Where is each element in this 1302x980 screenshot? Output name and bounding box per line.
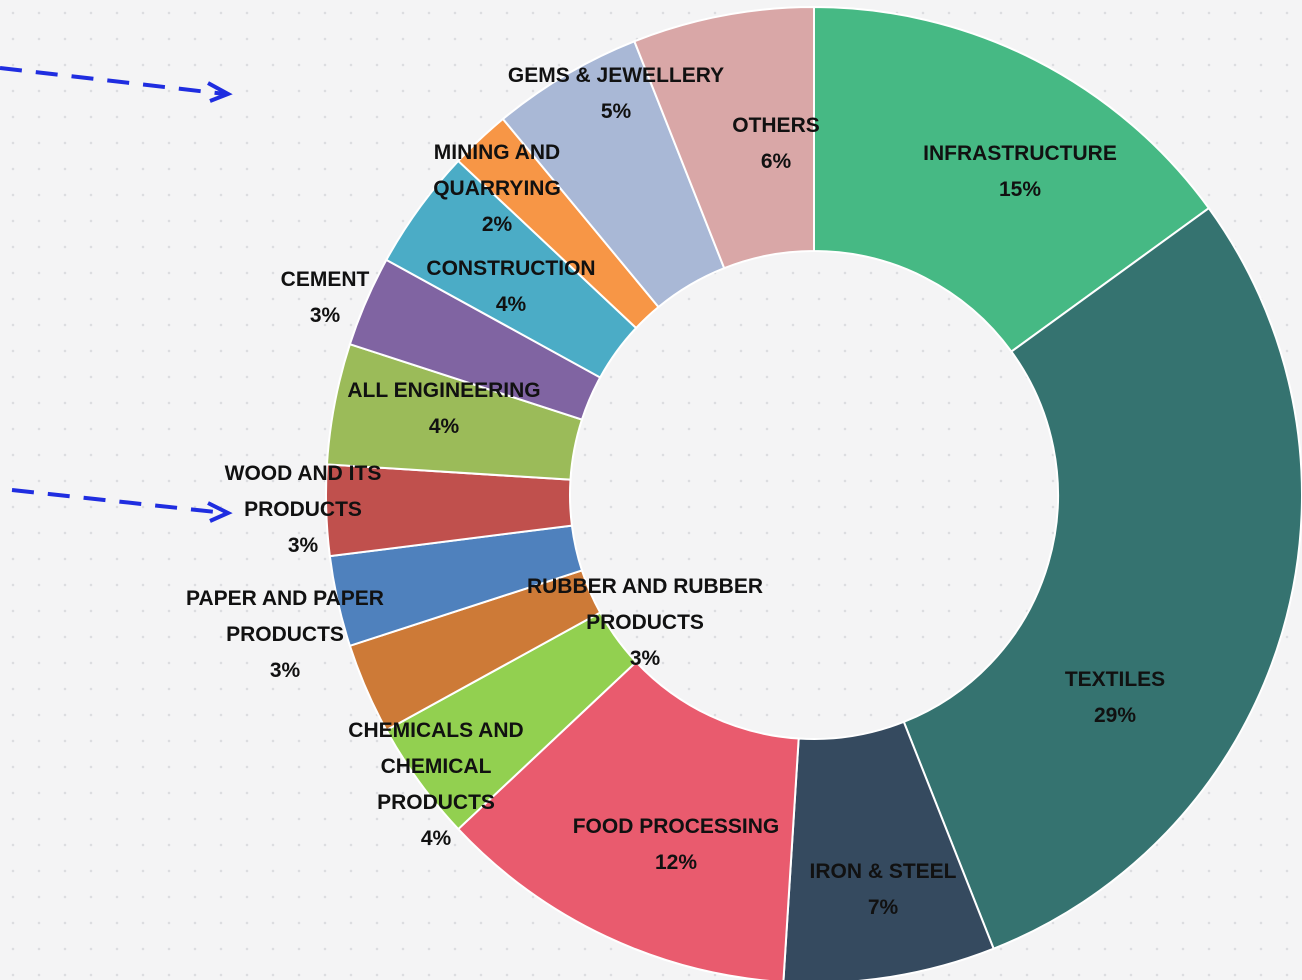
slice-label: CHEMICALS AND CHEMICAL PRODUCTS 4% <box>329 713 544 857</box>
value-label: 3% <box>269 659 301 682</box>
slice-label: WOOD AND ITS PRODUCTS 3% <box>203 456 403 564</box>
arrow-head <box>207 81 233 103</box>
slice-label: GEMS & JEWELLERY 5% <box>486 58 746 130</box>
slice <box>456 660 800 980</box>
category-label: CHEMICALS AND CHEMICAL PRODUCTS <box>348 719 524 814</box>
category-label: IRON & STEEL <box>809 860 957 883</box>
value-label: 29% <box>1093 704 1137 727</box>
arrows <box>0 66 233 523</box>
slice-label: TEXTILES 29% <box>1015 662 1215 734</box>
value-label: 7% <box>867 896 899 919</box>
category-label: CONSTRUCTION <box>426 257 596 280</box>
slice-label: PAPER AND PAPER PRODUCTS 3% <box>165 581 405 689</box>
slice-label: RUBBER AND RUBBER PRODUCTS 3% <box>520 569 770 677</box>
category-label: GEMS & JEWELLERY <box>507 64 725 87</box>
category-label: WOOD AND ITS PRODUCTS <box>224 462 382 521</box>
value-label: 12% <box>654 851 698 874</box>
value-label: 3% <box>309 304 341 327</box>
value-label: 3% <box>287 534 319 557</box>
value-label: 4% <box>420 827 452 850</box>
value-label: 4% <box>495 293 527 316</box>
slice-label: IRON & STEEL 7% <box>773 854 993 926</box>
dashed-arrow <box>11 488 226 515</box>
slice-label: INFRASTRUCTURE 15% <box>900 136 1140 208</box>
value-label: 5% <box>600 100 632 123</box>
category-label: CEMENT <box>280 268 370 291</box>
dashed-arrow <box>0 66 226 96</box>
category-label: INFRASTRUCTURE <box>923 142 1117 165</box>
category-label: RUBBER AND RUBBER PRODUCTS <box>526 575 764 634</box>
slice <box>902 206 1302 951</box>
category-label: MINING AND QUARRYING <box>433 141 561 200</box>
category-label: OTHERS <box>732 114 820 137</box>
slices <box>325 5 1302 980</box>
slice <box>633 5 815 270</box>
slice <box>813 5 1211 353</box>
category-label: ALL ENGINEERING <box>347 379 541 402</box>
slice-label: FOOD PROCESSING 12% <box>546 809 806 881</box>
slice-label: ALL ENGINEERING 4% <box>314 373 574 445</box>
value-label: 4% <box>428 415 460 438</box>
category-label: TEXTILES <box>1064 668 1166 691</box>
slice-label: OTHERS 6% <box>696 108 856 180</box>
value-label: 6% <box>760 150 792 173</box>
slice <box>782 720 995 980</box>
slice-label: MINING AND QUARRYING 2% <box>412 135 582 243</box>
value-label: 3% <box>629 647 661 670</box>
category-label: FOOD PROCESSING <box>572 815 780 838</box>
value-label: 15% <box>998 178 1042 201</box>
slice-label: CONSTRUCTION 4% <box>401 251 621 323</box>
value-label: 2% <box>481 213 513 236</box>
slice-label: CEMENT 3% <box>245 262 405 334</box>
arrow-head <box>207 501 233 523</box>
category-label: PAPER AND PAPER PRODUCTS <box>186 587 384 646</box>
